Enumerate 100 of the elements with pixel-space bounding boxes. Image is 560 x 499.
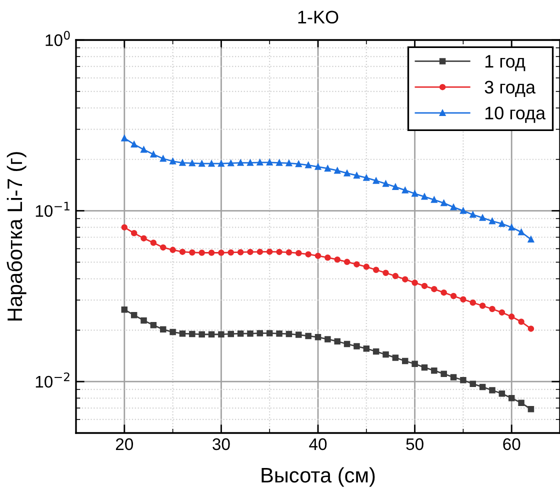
point [160, 326, 166, 333]
point [198, 160, 205, 167]
point [130, 141, 138, 148]
point [314, 164, 322, 170]
point [421, 282, 428, 290]
point [150, 322, 157, 328]
point [228, 160, 234, 166]
point [450, 374, 457, 380]
point [247, 330, 254, 337]
point [130, 230, 138, 236]
point [363, 264, 370, 270]
point [189, 249, 196, 256]
point [170, 246, 176, 254]
point [470, 299, 476, 306]
x-axis-title: Высота (см) [262, 467, 375, 487]
x-tick-label: 60 [503, 438, 520, 450]
point [402, 358, 408, 364]
point [218, 331, 224, 338]
x-tick-label: 50 [406, 438, 424, 450]
point [296, 332, 302, 338]
point [130, 312, 138, 318]
point [179, 330, 186, 337]
point [508, 314, 515, 320]
point [382, 351, 389, 358]
point [470, 211, 476, 218]
point [198, 250, 205, 256]
point [431, 367, 438, 374]
point [266, 330, 273, 336]
point [170, 328, 176, 336]
legend-label: 10 года [485, 106, 546, 123]
point [412, 360, 418, 367]
point [489, 306, 496, 312]
point [160, 244, 166, 251]
point [266, 248, 273, 255]
point [372, 348, 380, 355]
point [498, 390, 506, 397]
point [372, 178, 380, 184]
point [460, 376, 466, 384]
y-tick-label: 10$^{−2}$ [36, 372, 70, 388]
point [305, 251, 312, 258]
point [208, 331, 215, 338]
point [421, 194, 428, 200]
point [440, 289, 447, 296]
point [150, 151, 157, 158]
y-axis-title: Наработка Li-7 (г) [6, 152, 26, 320]
point [314, 334, 322, 340]
point [237, 249, 244, 256]
legend-label: 1 год [485, 55, 526, 72]
point [402, 276, 408, 282]
point [276, 248, 282, 256]
point [218, 160, 224, 167]
point [140, 235, 147, 242]
point [450, 292, 457, 300]
point [470, 380, 476, 387]
point [479, 384, 486, 390]
point [208, 250, 215, 256]
point [402, 187, 408, 194]
point [237, 160, 244, 166]
point [344, 340, 350, 348]
point [460, 296, 466, 302]
x-tick-label: 20 [116, 438, 134, 450]
point [479, 302, 486, 309]
point [508, 224, 515, 230]
point [314, 252, 322, 259]
point [121, 135, 128, 142]
point [392, 272, 399, 280]
point [228, 249, 234, 256]
point [431, 286, 438, 292]
point [247, 248, 254, 256]
point [421, 364, 428, 371]
point [363, 345, 370, 352]
point [189, 330, 196, 338]
point [256, 159, 264, 166]
point [354, 261, 360, 268]
point [382, 270, 389, 276]
point [498, 309, 506, 316]
chart-title: 1-KO [298, 10, 338, 24]
point [450, 204, 457, 210]
point [489, 218, 496, 224]
point [150, 240, 157, 246]
point [518, 318, 524, 325]
point [121, 224, 128, 230]
point [334, 338, 340, 344]
point [179, 248, 186, 255]
x-tick-label: 40 [309, 438, 327, 450]
point [286, 249, 292, 256]
point [412, 280, 418, 286]
point [528, 326, 534, 332]
point [286, 330, 292, 338]
point [354, 172, 360, 179]
point [334, 256, 340, 263]
point [440, 370, 447, 377]
point [256, 248, 264, 255]
y-tick-label: 10$^{−1}$ [36, 202, 70, 217]
point [528, 236, 534, 243]
point [276, 330, 282, 337]
point [198, 331, 205, 338]
point [372, 266, 380, 273]
point [363, 174, 370, 181]
point [324, 336, 331, 342]
